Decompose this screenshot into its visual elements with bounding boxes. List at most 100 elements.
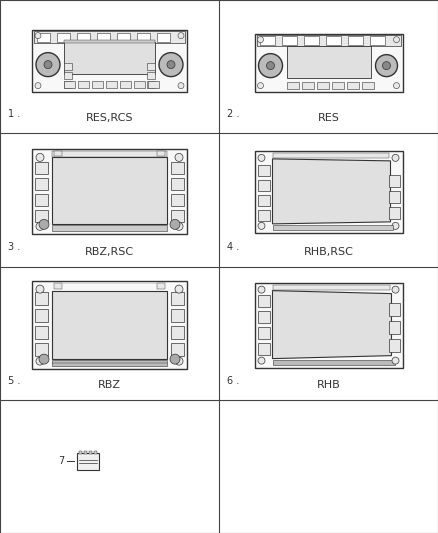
Bar — [117, 33, 130, 42]
Bar — [258, 195, 269, 206]
Bar — [254, 34, 403, 92]
Bar — [97, 33, 110, 42]
Circle shape — [178, 83, 184, 88]
Bar — [389, 175, 399, 187]
Bar — [35, 309, 48, 322]
Circle shape — [175, 154, 183, 161]
Bar — [389, 191, 399, 203]
Bar — [301, 82, 314, 88]
Circle shape — [36, 154, 44, 161]
Bar — [171, 343, 184, 356]
Bar — [79, 451, 81, 454]
Bar — [78, 80, 89, 87]
Circle shape — [266, 62, 275, 70]
Bar — [171, 309, 184, 322]
Bar — [32, 30, 187, 92]
Text: 5 .: 5 . — [8, 376, 21, 386]
Bar — [258, 295, 269, 306]
Bar — [35, 326, 48, 339]
Bar — [64, 42, 155, 74]
Bar — [258, 180, 269, 191]
Circle shape — [392, 222, 399, 229]
Circle shape — [258, 286, 265, 293]
Circle shape — [258, 37, 264, 43]
Text: RES: RES — [318, 113, 339, 123]
Bar — [346, 82, 358, 88]
Circle shape — [258, 54, 283, 78]
Bar — [171, 292, 184, 305]
Bar — [171, 163, 184, 174]
Bar — [35, 343, 48, 356]
Bar — [77, 33, 90, 42]
Bar — [64, 62, 72, 70]
Polygon shape — [272, 290, 392, 359]
Bar — [157, 151, 165, 156]
Bar — [257, 35, 400, 46]
Bar — [148, 80, 159, 87]
Circle shape — [170, 354, 180, 364]
Bar — [147, 80, 155, 87]
Bar — [52, 360, 167, 366]
Circle shape — [39, 220, 49, 229]
Bar — [259, 36, 275, 45]
Bar — [52, 157, 167, 224]
Bar — [137, 33, 150, 42]
Text: RBZ: RBZ — [98, 379, 121, 390]
Circle shape — [392, 357, 399, 364]
Bar — [64, 80, 72, 87]
Text: 2 .: 2 . — [227, 109, 240, 119]
Bar — [258, 327, 269, 338]
Bar — [147, 62, 155, 70]
Circle shape — [170, 220, 180, 229]
Text: 7: 7 — [58, 456, 65, 466]
Bar — [54, 283, 62, 289]
Bar — [147, 71, 155, 79]
Bar — [35, 179, 48, 190]
Text: RES,RCS: RES,RCS — [86, 113, 133, 123]
Bar — [282, 36, 297, 45]
Bar — [171, 179, 184, 190]
Circle shape — [375, 54, 398, 77]
Bar — [35, 292, 48, 305]
Circle shape — [178, 33, 184, 38]
Bar — [389, 303, 399, 316]
Bar — [258, 343, 269, 354]
Bar — [32, 281, 187, 369]
Text: 6 .: 6 . — [227, 376, 239, 386]
Bar — [157, 283, 165, 289]
Circle shape — [36, 357, 44, 365]
Bar — [304, 36, 318, 45]
Bar — [35, 195, 48, 206]
Circle shape — [175, 285, 183, 293]
Circle shape — [393, 83, 399, 88]
Bar — [317, 82, 328, 88]
Circle shape — [167, 61, 175, 69]
Text: RHB: RHB — [317, 379, 340, 390]
Polygon shape — [272, 159, 391, 224]
Bar — [254, 151, 403, 233]
Circle shape — [36, 53, 60, 77]
Circle shape — [175, 357, 183, 365]
Bar — [370, 36, 385, 45]
Bar — [77, 453, 99, 470]
Circle shape — [35, 33, 41, 38]
Bar — [57, 33, 70, 42]
Bar — [64, 39, 155, 43]
Bar — [134, 80, 145, 87]
Bar — [120, 80, 131, 87]
Circle shape — [393, 37, 399, 43]
Bar — [64, 71, 72, 79]
Text: 4 .: 4 . — [227, 243, 239, 253]
Bar — [35, 163, 48, 174]
Bar — [389, 321, 399, 334]
Circle shape — [258, 357, 265, 364]
Bar — [171, 211, 184, 222]
Text: 1 .: 1 . — [8, 109, 20, 119]
Circle shape — [258, 155, 265, 161]
Bar — [272, 360, 395, 365]
Circle shape — [39, 354, 49, 364]
Circle shape — [392, 286, 399, 293]
Bar — [32, 149, 187, 235]
Bar — [34, 30, 185, 43]
Bar — [389, 338, 399, 352]
